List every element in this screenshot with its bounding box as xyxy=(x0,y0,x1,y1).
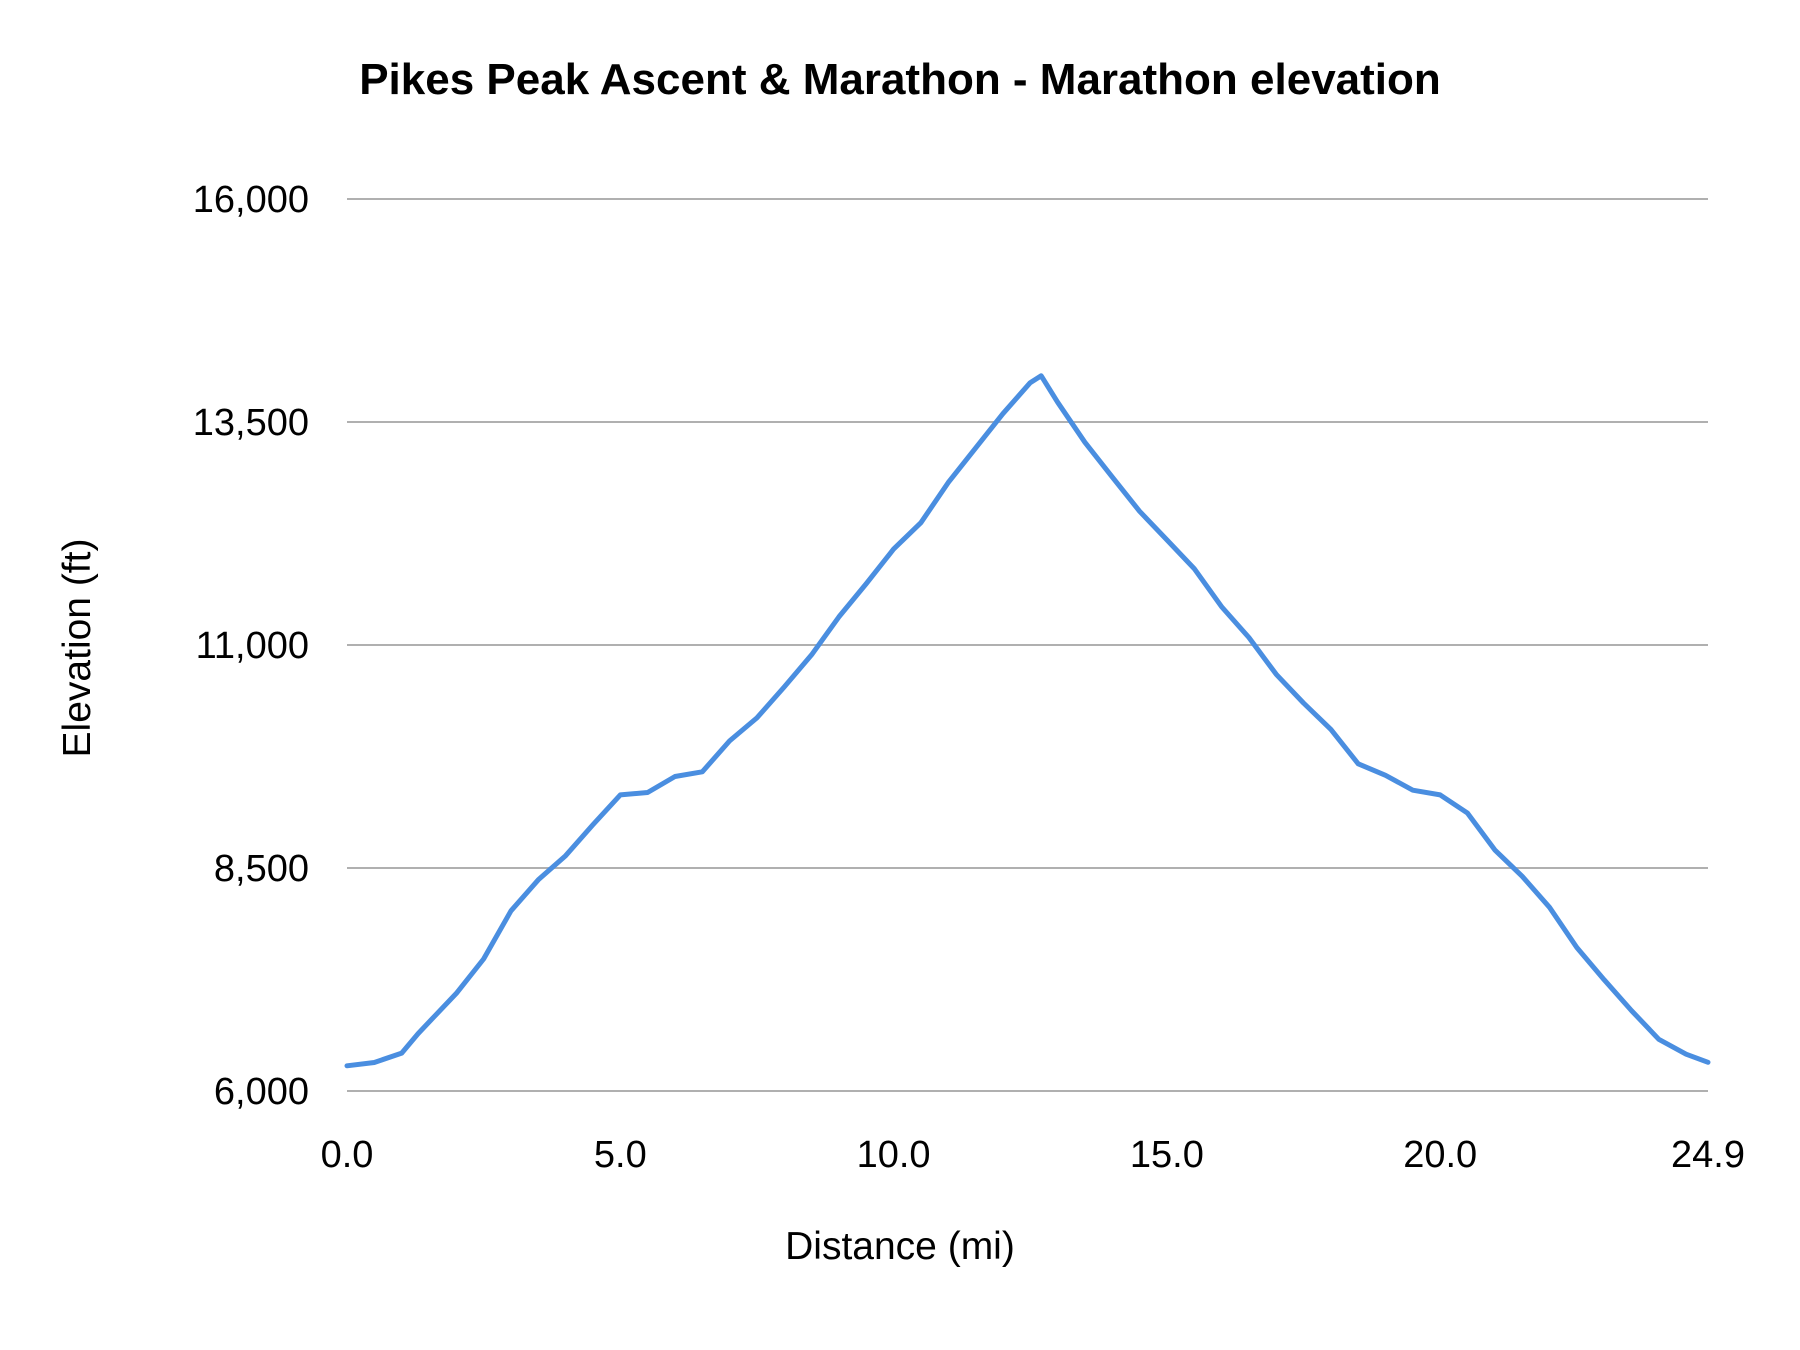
y-tick-label: 8,500 xyxy=(214,848,309,890)
x-tick-label: 20.0 xyxy=(1403,1134,1477,1176)
series-layer xyxy=(344,373,1711,1069)
x-tick-label: 5.0 xyxy=(594,1134,647,1176)
x-axis-ticks: 0.0 5.0 10.0 15.0 20.0 24.9 xyxy=(321,1134,1745,1176)
x-tick-label: 15.0 xyxy=(1130,1134,1204,1176)
y-axis-ticks: 6,000 8,500 11,000 13,500 16,000 xyxy=(193,179,309,1113)
chart-title: Pikes Peak Ascent & Marathon - Marathon … xyxy=(359,55,1441,104)
gridlines xyxy=(347,198,1708,1092)
y-axis-label: Elevation (ft) xyxy=(56,539,99,758)
x-tick-label: 10.0 xyxy=(857,1134,931,1176)
elevation-line xyxy=(344,373,1711,1069)
y-tick-label: 6,000 xyxy=(214,1071,309,1113)
x-tick-label: 24.9 xyxy=(1671,1134,1745,1176)
x-axis-label: Distance (mi) xyxy=(785,1225,1015,1268)
y-tick-label: 13,500 xyxy=(193,402,309,444)
y-tick-label: 16,000 xyxy=(193,179,309,221)
y-tick-label: 11,000 xyxy=(196,625,309,667)
x-tick-label: 0.0 xyxy=(321,1134,374,1176)
